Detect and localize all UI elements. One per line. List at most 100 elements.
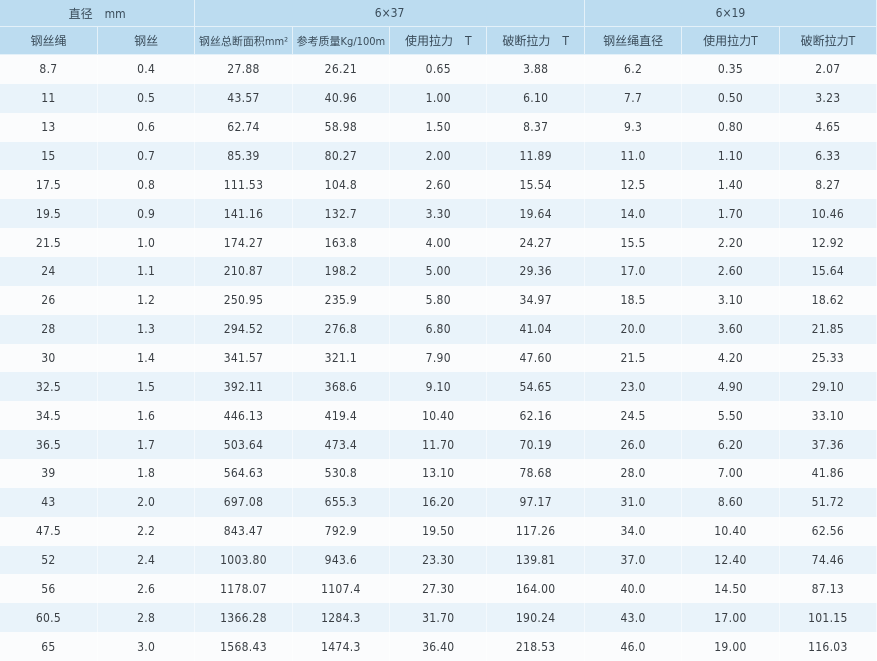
table-cell: 37.0 [584,545,683,575]
table-row: 19.5 0.9 141.16 132.7 3.30 19.64 14.0 1.70 10.46 [0,199,877,229]
table-cell: 34.97 [486,285,585,315]
table-cell: 368.6 [292,372,391,402]
table-row: 15 0.7 85.39 80.27 2.00 11.89 11.0 1.10 6.33 [0,141,877,171]
table-cell: 32.5 [0,372,98,402]
table-cell: 28.0 [584,459,683,488]
col-working-load-19: 使用拉力T [681,26,780,55]
table-cell: 1003.80 [194,545,293,575]
table-cell: 1.70 [681,199,780,229]
table-cell: 17.00 [681,603,780,633]
table-cell: 1568.43 [194,632,293,661]
table-cell: 1.50 [389,112,488,142]
table-cell: 2.00 [389,141,488,171]
table-cell: 1.2 [97,285,196,315]
col-rope: 钢丝绳 [0,26,98,55]
table-row: 43 2.0 697.08 655.3 16.20 97.17 31.0 8.60 51.72 [0,487,877,517]
table-cell: 12.40 [681,545,780,575]
table-cell: 8.7 [0,54,98,84]
table-cell: 15.5 [584,228,683,258]
table-cell: 21.5 [584,343,683,373]
table-cell: 2.60 [389,170,488,200]
col-breaking-load-37: 破断拉力 T [486,26,585,55]
table-row: 30 1.4 341.57 321.1 7.90 47.60 21.5 4.20 25.33 [0,343,877,373]
table-cell: 3.60 [681,314,780,344]
table-cell: 564.63 [194,459,293,488]
table-cell: 0.50 [681,83,780,113]
table-cell: 8.37 [486,112,585,142]
table-cell: 23.30 [389,545,488,575]
table-cell: 13.10 [389,459,488,488]
table-cell: 4.20 [681,343,780,373]
table-cell: 8.27 [779,170,877,200]
table-cell: 3.23 [779,83,877,113]
table-cell: 97.17 [486,487,585,517]
table-cell: 4.00 [389,228,488,258]
table-cell: 9.3 [584,112,683,142]
table-cell: 446.13 [194,401,293,431]
table-cell: 116.03 [779,632,877,661]
table-cell: 36.5 [0,430,98,460]
table-cell: 0.4 [97,54,196,84]
col-working-load-37: 使用拉力 T [389,26,488,55]
table-row: 26 1.2 250.95 235.9 5.80 34.97 18.5 3.10 18.62 [0,285,877,315]
table-cell: 0.9 [97,199,196,229]
table-cell: 65 [0,632,98,661]
table-cell: 1284.3 [292,603,391,633]
table-cell: 16.20 [389,487,488,517]
table-cell: 87.13 [779,574,877,604]
table-cell: 29.10 [779,372,877,402]
table-cell: 24.5 [584,401,683,431]
table-cell: 62.56 [779,516,877,546]
table-cell: 52 [0,545,98,575]
table-cell: 27.30 [389,574,488,604]
table-cell: 0.6 [97,112,196,142]
table-cell: 250.95 [194,285,293,315]
table-cell: 1178.07 [194,574,293,604]
table-cell: 4.90 [681,372,780,402]
table-cell: 294.52 [194,314,293,344]
col-rope-diameter-19: 钢丝绳直径 [584,26,683,55]
table-cell: 56 [0,574,98,604]
table-cell: 21.5 [0,228,98,258]
table-row: 11 0.5 43.57 40.96 1.00 6.10 7.7 0.50 3.23 [0,83,877,113]
table-cell: 31.70 [389,603,488,633]
table-body: 8.7 0.4 27.88 26.21 0.65 3.88 6.2 0.35 2.07 11 0.5… [0,54,877,661]
table-cell: 58.98 [292,112,391,142]
table-cell: 17.0 [584,257,683,286]
table-cell: 15.64 [779,257,877,286]
table-cell: 19.50 [389,516,488,546]
table-cell: 104.8 [292,170,391,200]
header-diameter-group: 直径 mm [0,0,196,27]
table-cell: 3.10 [681,285,780,315]
table-cell: 392.11 [194,372,293,402]
table-cell: 7.90 [389,343,488,373]
table-cell: 697.08 [194,487,293,517]
table-cell: 0.5 [97,83,196,113]
table-row: 36.5 1.7 503.64 473.4 11.70 70.19 26.0 6.20 37.3… [0,430,877,460]
table-cell: 10.40 [389,401,488,431]
col-breaking-load-19: 破断拉力T [779,26,877,55]
table-cell: 19.64 [486,199,585,229]
table-cell: 18.62 [779,285,877,315]
table-row: 21.5 1.0 174.27 163.8 4.00 24.27 15.5 2.20 12.92 [0,228,877,258]
header-6x37-group: 6×37 [194,0,585,27]
table-cell: 24.27 [486,228,585,258]
table-cell: 1474.3 [292,632,391,661]
table-cell: 11 [0,83,98,113]
table-cell: 7.00 [681,459,780,488]
col-wire: 钢丝 [97,26,196,55]
table-cell: 31.0 [584,487,683,517]
table-cell: 5.50 [681,401,780,431]
table-cell: 19.00 [681,632,780,661]
table-cell: 33.10 [779,401,877,431]
header-6x19-group: 6×19 [584,0,877,27]
table-cell: 12.5 [584,170,683,200]
table-cell: 5.80 [389,285,488,315]
table-cell: 1107.4 [292,574,391,604]
table-row: 32.5 1.5 392.11 368.6 9.10 54.65 23.0 4.90 29.10 [0,372,877,402]
table-cell: 174.27 [194,228,293,258]
table-cell: 78.68 [486,459,585,488]
table-cell: 43.57 [194,83,293,113]
table-cell: 21.85 [779,314,877,344]
table-cell: 0.8 [97,170,196,200]
